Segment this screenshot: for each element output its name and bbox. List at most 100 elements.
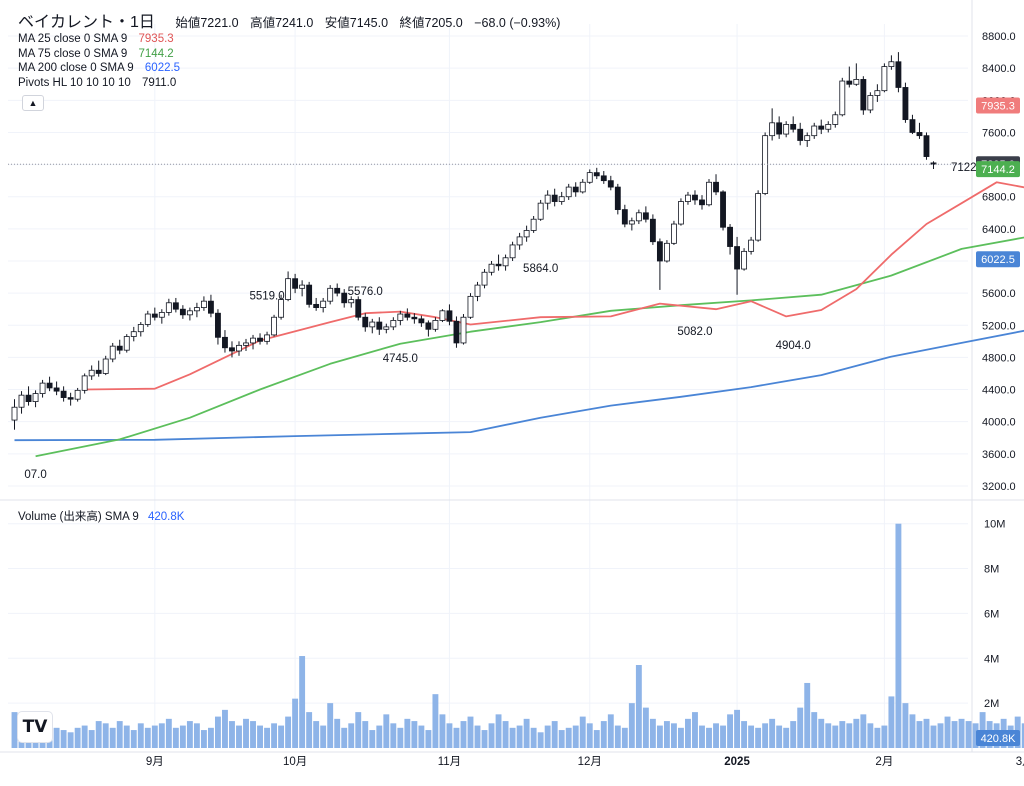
candle-body — [158, 312, 165, 318]
candle-body — [137, 324, 144, 333]
volume-bar — [341, 727, 348, 748]
time-tick-label: 2025 — [724, 756, 750, 768]
candle — [734, 236, 740, 295]
candle-body — [692, 194, 698, 201]
candle — [663, 240, 670, 263]
open-value: 始値7221.0 — [175, 16, 239, 30]
legend-ma200[interactable]: MA 200 close 0 SMA 9 6022.5 — [18, 62, 180, 74]
candle-body — [215, 312, 221, 338]
price-tick-label: 4800.0 — [982, 352, 1016, 364]
candle — [537, 199, 544, 221]
candle-body — [369, 321, 376, 328]
candle-body — [776, 122, 783, 135]
volume-bar — [313, 721, 320, 748]
legend-ma75-value: 7144.2 — [138, 48, 174, 60]
candle — [432, 317, 439, 332]
candle-body — [32, 393, 39, 402]
time-tick-label: 2月 — [875, 756, 893, 768]
candle-body — [467, 295, 474, 318]
volume-bar — [250, 721, 256, 748]
candle — [172, 297, 179, 313]
candle — [158, 309, 165, 324]
candle — [46, 376, 53, 392]
volume-tick-label: 4M — [984, 653, 999, 665]
candle-body — [200, 300, 207, 308]
candle-body — [257, 337, 263, 342]
candle-body — [572, 186, 579, 193]
candle-body — [334, 287, 341, 294]
symbol-title[interactable]: ベイカレント・1日 — [18, 14, 155, 31]
volume-bar — [488, 723, 495, 748]
volume-bar — [909, 714, 916, 748]
volume-bar — [790, 721, 797, 748]
volume-bar — [944, 716, 951, 748]
candle-body — [453, 320, 460, 344]
candle — [797, 122, 804, 146]
volume-bar — [551, 721, 558, 748]
legend-ma25-label: MA 25 close 0 SMA 9 — [18, 33, 128, 45]
candle-body — [67, 397, 74, 400]
volume-legend[interactable]: Volume (出来高) SMA 9 420.8K — [18, 508, 184, 524]
candle-body — [292, 278, 299, 289]
candle — [453, 316, 460, 348]
tradingview-logo[interactable]: TV — [18, 712, 52, 742]
candle-body — [46, 382, 53, 389]
candle — [397, 310, 404, 326]
candle-body — [390, 320, 397, 328]
legend-pivots[interactable]: Pivots HL 10 10 10 10 7911.0 — [18, 77, 176, 89]
volume-bar — [453, 727, 460, 748]
candle — [137, 322, 144, 337]
volume-legend-label: Volume (出来高) SMA 9 — [18, 511, 139, 523]
legend-ma25[interactable]: MA 25 close 0 SMA 9 7935.3 — [18, 33, 174, 45]
candle — [888, 55, 895, 70]
candle — [144, 310, 151, 327]
candle-body — [278, 299, 285, 318]
volume-bar — [446, 723, 453, 748]
candle-body — [74, 389, 81, 400]
price-tick-label: 6400.0 — [982, 224, 1016, 236]
candle-body — [909, 119, 916, 133]
volume-bar — [369, 730, 376, 748]
candle — [11, 399, 18, 430]
volume-tick-label: 6M — [984, 608, 999, 620]
candle-body — [495, 263, 502, 267]
candle-body — [860, 79, 867, 111]
candle-body — [818, 125, 825, 130]
candle-body — [621, 209, 628, 225]
candle — [243, 338, 249, 351]
legend-ma75[interactable]: MA 75 close 0 SMA 9 7144.2 — [18, 48, 174, 60]
price-badge-bg — [976, 251, 1020, 268]
candle-body — [88, 369, 95, 377]
volume-bar — [685, 718, 691, 748]
candle-body — [579, 181, 586, 193]
candle — [264, 331, 270, 345]
candle-body — [53, 387, 60, 392]
volume-bar — [200, 730, 207, 748]
candle-body — [243, 342, 249, 346]
candle-body — [713, 181, 719, 193]
volume-bar — [656, 725, 663, 748]
candle-body — [769, 122, 776, 137]
candle — [278, 294, 285, 320]
candle-body — [102, 358, 109, 374]
candle — [327, 285, 334, 305]
candle — [67, 392, 74, 406]
candle — [923, 132, 930, 160]
volume-bar — [355, 712, 362, 748]
candle — [930, 161, 937, 170]
volume-bar — [222, 709, 228, 748]
candle — [509, 241, 516, 261]
candle — [271, 314, 277, 337]
legend-ma200-value: 6022.5 — [144, 62, 181, 74]
candle — [123, 334, 130, 353]
candle-body — [544, 194, 551, 204]
volume-bar — [320, 725, 327, 748]
collapse-legend-button[interactable]: ▲ — [22, 95, 44, 111]
volume-bar — [390, 723, 397, 748]
candle-body — [593, 172, 600, 177]
volume-bar — [74, 727, 81, 748]
candle-body — [607, 180, 614, 188]
volume-bar — [411, 721, 418, 748]
candle-body — [39, 382, 46, 394]
